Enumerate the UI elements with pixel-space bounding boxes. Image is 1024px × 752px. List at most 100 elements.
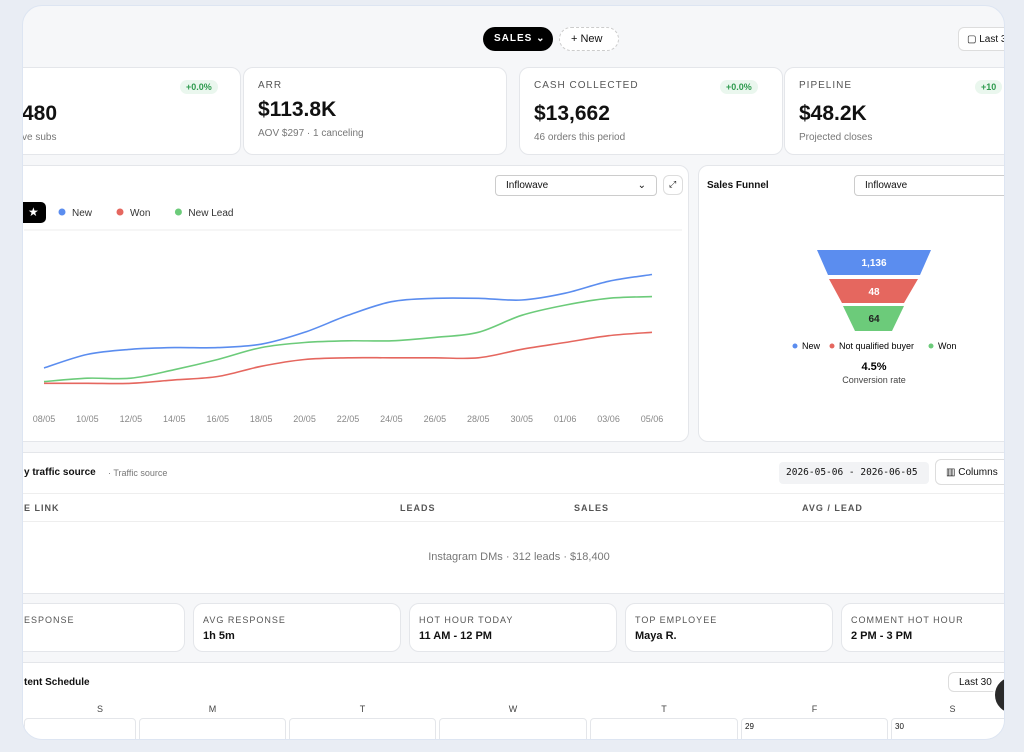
stat-value: 2 PM - 3 PM: [851, 630, 913, 642]
stat-card: TOP EMPLOYEE Maya R.: [625, 603, 833, 652]
stat-label: COMMENT HOT HOUR: [851, 615, 964, 625]
stage-label: 1,136: [861, 258, 886, 269]
stat-value: 1h 5m: [203, 630, 235, 642]
column-header: SALES: [574, 503, 610, 513]
x-tick-label: 22/05: [337, 414, 360, 424]
day-header: F: [811, 704, 818, 714]
conversion-label: Conversion rate: [842, 375, 906, 385]
new-label: New: [580, 33, 603, 45]
funnel: 1,136 48 64 New Not qualified buyer Won …: [792, 250, 956, 385]
day-cell: 30: [891, 718, 1004, 739]
kpi-card: ARR $113.8K AOV $297 · 1 canceling: [243, 67, 507, 155]
table-title: y traffic source: [24, 467, 96, 478]
day-header: T: [661, 704, 667, 714]
legend-dot: [928, 343, 934, 349]
stat-card: AVG RESPONSE 1h 5m: [193, 603, 401, 652]
kpi-value: $48.2K: [799, 102, 867, 125]
day-header: T: [359, 704, 366, 714]
day-cell: [289, 718, 436, 739]
x-tick-label: 26/05: [424, 414, 447, 424]
schedule-title: tent Schedule: [24, 677, 90, 688]
stat-label: AVG RESPONSE: [203, 615, 286, 625]
kpi-value: 480: [22, 102, 58, 125]
x-tick-label: 24/05: [380, 414, 403, 424]
day-cell: [24, 718, 136, 739]
kpi-value: $113.8K: [258, 98, 337, 121]
date-label: 30: [895, 722, 904, 731]
x-tick-label: 12/05: [120, 414, 143, 424]
funnel-card: Sales Funnel Inflowave 1,136 48 64 New N…: [698, 165, 1004, 442]
stat-label: HOT HOUR TODAY: [419, 615, 514, 625]
date-label: 29: [745, 722, 754, 731]
funnel-stage: [817, 250, 931, 275]
kpi-sub: 46 orders this period: [534, 132, 626, 143]
funnel-select[interactable]: Inflowave: [854, 175, 1004, 196]
range-label: Last 30: [959, 677, 992, 688]
legend-dot: [829, 343, 835, 349]
day-header: W: [508, 704, 518, 714]
kpi-badge: +10: [975, 80, 1003, 94]
funnel-stage: [829, 279, 918, 303]
x-tick-label: 20/05: [293, 414, 316, 424]
column-header: S: [1004, 503, 1005, 513]
x-tick-label: 18/05: [250, 414, 273, 424]
column-header: E LINK: [24, 503, 60, 513]
x-tick-label: 30/05: [510, 414, 533, 424]
expand-button[interactable]: ⤢: [663, 175, 683, 195]
stat-label: ESPONSE: [24, 615, 75, 625]
range-button[interactable]: Last 30: [948, 672, 1004, 692]
x-tick-label: 08/05: [33, 414, 56, 424]
x-tick-label: 16/05: [206, 414, 229, 424]
stat-value: 11 AM - 12 PM: [419, 630, 492, 642]
day-header: S: [949, 704, 956, 714]
day-header: S: [96, 704, 103, 714]
x-tick-label: 03/06: [597, 414, 620, 424]
chart-card: Inflowave ⌄ ⤢ ★ New Won New Lead 08/05 10/05 1…: [23, 165, 689, 442]
table-header: [23, 493, 1004, 522]
funnel-stage: [843, 306, 904, 331]
line-chart: New Won New Lead 08/05 10/05 12/05 14/05 16/05 1…: [24, 208, 682, 424]
select-label: Inflowave: [506, 180, 549, 191]
columns-button[interactable]: ▥ Columns: [935, 459, 1004, 485]
column-header: AVG / LEAD: [802, 503, 863, 513]
table-card: y traffic source · Traffic source 2026-0…: [23, 452, 1005, 594]
kpi-sub: Projected closes: [799, 132, 873, 143]
kpi-badge: +0.0%: [180, 80, 218, 94]
legend-dot: [792, 343, 798, 349]
stat-card: ESPONSE: [23, 603, 185, 652]
legend-label: New: [802, 341, 821, 351]
legend-label: New Lead: [188, 208, 233, 219]
date-button[interactable]: ▢ Last 3: [958, 27, 1005, 51]
stat-label: TOP EMPLOYEE: [635, 615, 718, 625]
legend-dot: [116, 208, 124, 216]
table-row: Instagram DMs · 312 leads · $18,400: [428, 551, 610, 563]
day-cell: [439, 718, 587, 739]
x-tick-label: 10/05: [76, 414, 99, 424]
kpi-value: $13,662: [534, 102, 610, 125]
stat-card: COMMENT HOT HOUR 2 PM - 3 PM: [841, 603, 1004, 652]
star-button[interactable]: ★: [23, 202, 46, 223]
line-series: [44, 331, 653, 385]
line-series: [43, 295, 653, 383]
table-subtitle: · Traffic source: [108, 468, 168, 478]
legend-label: New: [72, 208, 93, 219]
x-tick-label: 28/05: [467, 414, 490, 424]
day-cell: [139, 718, 286, 739]
new-pill[interactable]: + New: [559, 27, 619, 51]
chart-select[interactable]: Inflowave ⌄: [495, 175, 657, 196]
stage-label: 64: [868, 314, 880, 325]
stage-label: 48: [868, 287, 880, 298]
legend-label: Won: [938, 341, 956, 351]
date-label: Last 3: [979, 34, 1005, 45]
x-tick-label: 05/06: [641, 414, 664, 424]
column-header: LEADS: [400, 503, 436, 513]
legend-dot: [58, 208, 66, 216]
kpi-sub: AOV $297 · 1 canceling: [258, 128, 364, 139]
date-range: 2026-05-06 - 2026-06-05: [779, 462, 929, 484]
stat-value: Maya R.: [635, 630, 677, 642]
view-pill[interactable]: SALES ⌄: [483, 27, 553, 51]
conversion-rate: 4.5%: [861, 361, 886, 373]
kpi-card: +0.0% 480 ve subs: [22, 67, 241, 155]
stat-card: HOT HOUR TODAY 11 AM - 12 PM: [409, 603, 617, 652]
select-label: Inflowave: [865, 180, 908, 191]
